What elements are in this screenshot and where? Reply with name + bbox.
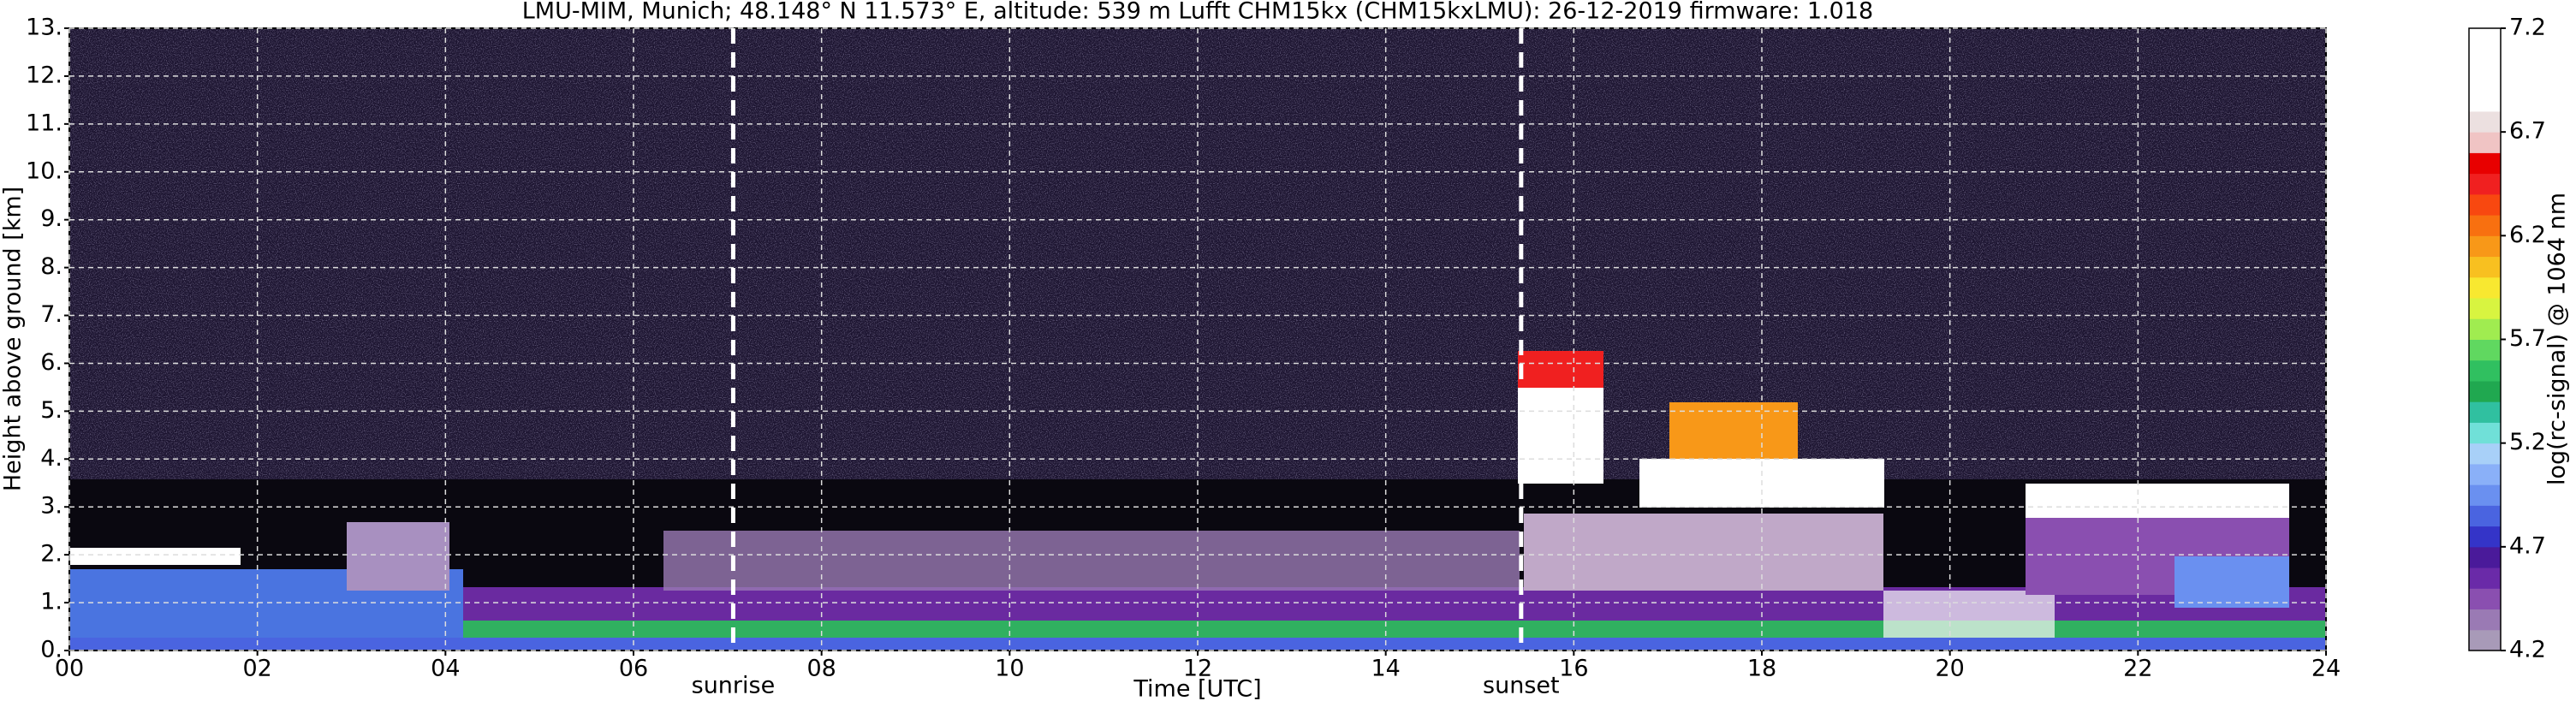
y-tick-label: 4. xyxy=(40,445,62,472)
colorbar-swatch xyxy=(2469,28,2501,50)
colorbar-swatch xyxy=(2469,318,2501,340)
y-tick-label: 9. xyxy=(40,205,62,232)
colorbar-swatch xyxy=(2469,256,2501,278)
colorbar-swatch xyxy=(2469,359,2501,382)
x-tick-label: 16 xyxy=(1559,656,1588,682)
annotation-label: sunset xyxy=(1483,673,1560,699)
colorbar-tick-label: 5.7 xyxy=(2509,325,2546,352)
colorbar-swatch xyxy=(2469,629,2501,651)
y-tick-label: 2. xyxy=(40,541,62,567)
y-tick-label: 11. xyxy=(26,110,62,136)
colorbar-swatch xyxy=(2469,90,2501,112)
colorbar-tick-label: 6.2 xyxy=(2509,222,2546,248)
colorbar-swatch xyxy=(2469,484,2501,506)
colorbar-swatch xyxy=(2469,588,2501,610)
x-tick-label: 18 xyxy=(1747,656,1776,682)
y-tick-label: 8. xyxy=(40,253,62,280)
x-tick-label: 22 xyxy=(2123,656,2152,682)
colorbar-swatch xyxy=(2469,132,2501,153)
x-tick-label: 00 xyxy=(55,656,84,682)
colorbar-swatch xyxy=(2469,526,2501,548)
x-tick-label: 14 xyxy=(1371,656,1400,682)
colorbar-swatch xyxy=(2469,339,2501,361)
colorbar-swatch xyxy=(2469,567,2501,589)
x-tick-label: 08 xyxy=(806,656,836,682)
y-tick-label: 12. xyxy=(26,62,62,88)
colorbar-swatch xyxy=(2469,463,2501,485)
colorbar-swatch xyxy=(2469,505,2501,527)
x-tick-label: 02 xyxy=(242,656,271,682)
x-axis-label: Time [UTC] xyxy=(1133,676,1261,703)
annotation-label: sunrise xyxy=(692,673,776,699)
y-tick-label: 7. xyxy=(40,301,62,328)
colorbar-tick-label: 4.7 xyxy=(2509,532,2546,559)
colorbar-tick-label: 5.2 xyxy=(2509,429,2546,455)
colorbar-swatch xyxy=(2469,173,2501,195)
colorbar-swatch xyxy=(2469,235,2501,258)
colorbar-swatch xyxy=(2469,276,2501,299)
x-tick-label: 10 xyxy=(995,656,1024,682)
colorbar-swatch xyxy=(2469,380,2501,402)
colorbar-label: log(rc-signal) @ 1064 nm xyxy=(2544,193,2571,485)
colorbar-swatch xyxy=(2469,298,2501,319)
colorbar-swatch xyxy=(2469,49,2501,70)
chart-title: LMU-MIM, Munich; 48.148° N 11.573° E, al… xyxy=(522,0,1873,25)
x-tick-label: 06 xyxy=(619,656,648,682)
y-tick-label: 10. xyxy=(26,157,62,184)
y-tick-label: 0. xyxy=(40,637,62,663)
y-tick-label: 6. xyxy=(40,349,62,376)
colorbar-swatch xyxy=(2469,422,2501,444)
colorbar-swatch xyxy=(2469,193,2501,216)
x-tick-label: 04 xyxy=(431,656,460,682)
y-tick-label: 13. xyxy=(26,15,62,41)
y-tick-label: 1. xyxy=(40,589,62,615)
x-tick-label: 20 xyxy=(1935,656,1964,682)
colorbar-swatch xyxy=(2469,609,2501,631)
x-tick-label: 12 xyxy=(1183,656,1212,682)
colorbar-tick-label: 7.2 xyxy=(2509,15,2546,41)
x-tick-label: 24 xyxy=(2311,656,2341,682)
colorbar-swatch xyxy=(2469,110,2501,133)
y-tick-label: 3. xyxy=(40,493,62,520)
colorbar-swatch xyxy=(2469,443,2501,465)
colorbar-tick-label: 4.2 xyxy=(2509,637,2546,663)
colorbar-tick-label: 6.7 xyxy=(2509,118,2546,145)
colorbar-swatch xyxy=(2469,152,2501,175)
y-axis-label: Height above ground [km] xyxy=(0,187,27,491)
colorbar-swatch xyxy=(2469,546,2501,568)
y-tick-label: 5. xyxy=(40,397,62,424)
colorbar-swatch xyxy=(2469,69,2501,92)
colorbar-swatch xyxy=(2469,215,2501,236)
colorbar-swatch xyxy=(2469,401,2501,423)
